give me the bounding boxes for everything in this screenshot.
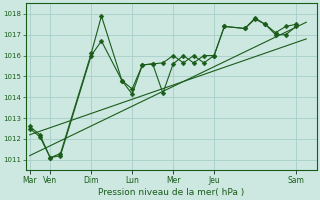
X-axis label: Pression niveau de la mer( hPa ): Pression niveau de la mer( hPa ): [98, 188, 244, 197]
